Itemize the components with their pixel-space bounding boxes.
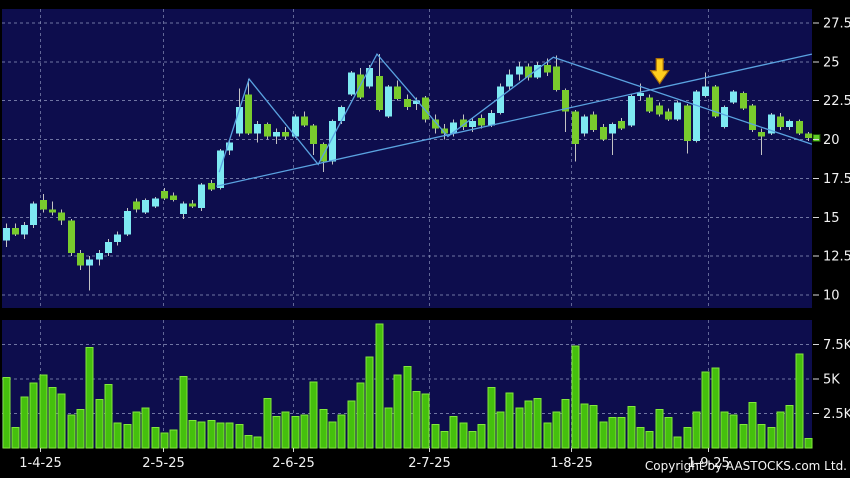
date-axis-labels: 1-4-25 2-5-25 2-6-25 2-7-25 1-8-25 1-9-25 [19, 448, 730, 471]
svg-text:1-9-25: 1-9-25 [687, 456, 729, 471]
svg-text:2.5K: 2.5K [823, 407, 850, 422]
svg-text:27.5: 27.5 [823, 17, 850, 32]
svg-text:7.5K: 7.5K [823, 338, 850, 353]
copyright-text: Copyright by AASTOCKS.com Ltd. [644, 459, 847, 473]
svg-text:10: 10 [823, 289, 840, 304]
volume-axis-labels: 7.5K 5K 2.5K [813, 338, 850, 422]
price-axis-labels: 27.5 25 22.5 20 17.5 15 12.5 10 [813, 17, 850, 304]
svg-text:1-4-25: 1-4-25 [19, 456, 61, 471]
svg-text:17.5: 17.5 [823, 172, 850, 187]
svg-text:25: 25 [823, 55, 840, 70]
svg-text:20: 20 [823, 133, 840, 148]
volume-bars [2, 323, 813, 449]
svg-text:22.5: 22.5 [823, 94, 850, 109]
svg-text:2-5-25: 2-5-25 [142, 456, 184, 471]
down-arrow-annotation [649, 57, 670, 85]
last-price-marker [812, 134, 821, 143]
svg-text:5K: 5K [823, 373, 840, 388]
trendlines [216, 52, 813, 187]
svg-text:2-7-25: 2-7-25 [408, 456, 450, 471]
svg-text:12.5: 12.5 [823, 250, 850, 265]
svg-text:2-6-25: 2-6-25 [272, 456, 314, 471]
svg-text:1-8-25: 1-8-25 [550, 456, 592, 471]
svg-text:15: 15 [823, 211, 840, 226]
